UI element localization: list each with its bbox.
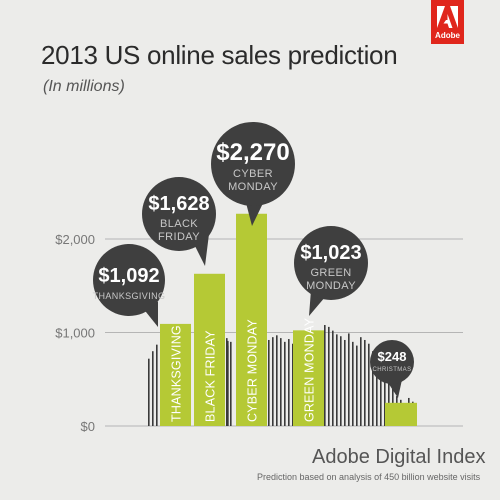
background-bar [348, 333, 350, 426]
background-bar [376, 358, 378, 426]
background-bar [284, 341, 286, 426]
bar-category-label: THANKSGIVING [170, 325, 184, 422]
highlight-bar [194, 273, 225, 426]
bubble-category-label: FRIDAY [158, 231, 200, 243]
background-bar [268, 339, 270, 426]
adobe-logo: Adobe [431, 0, 464, 44]
bubble-category-label: GREEN [310, 267, 351, 279]
chart-subtitle: (In millions) [43, 78, 125, 95]
footer-title: Adobe Digital Index [312, 446, 486, 468]
background-bar [364, 339, 366, 426]
bubble [142, 177, 216, 251]
background-bar [276, 335, 278, 426]
background-bar [356, 345, 358, 426]
background-bar [368, 343, 370, 426]
value-label: $1,023 [300, 242, 361, 264]
y-tick-label: $2,000 [55, 232, 95, 247]
background-bar [324, 325, 326, 426]
logo-text: Adobe [435, 31, 460, 40]
y-tick-label: $1,000 [55, 326, 95, 341]
background-bar [344, 339, 346, 426]
value-label: $1,092 [98, 265, 159, 287]
background-bar [292, 343, 294, 426]
bubble-category-label: MONDAY [306, 280, 356, 292]
bubble [294, 226, 368, 300]
background-bar [332, 330, 334, 426]
bubble-category-label: THANKSGIVING [93, 291, 166, 301]
background-bar [152, 351, 154, 426]
bubble [93, 244, 165, 316]
background-bar [328, 326, 330, 426]
chart-title: 2013 US online sales prediction [41, 40, 398, 70]
background-bar [226, 338, 228, 426]
background-bar [288, 339, 290, 426]
background-bar [148, 358, 150, 426]
bubble-category-label: MONDAY [228, 181, 278, 193]
bar-category-label: BLACK FRIDAY [204, 330, 218, 422]
background-bar [336, 334, 338, 426]
highlight-bar [385, 402, 417, 426]
adobe-logo-mark [437, 6, 458, 28]
bubble-category-label: CYBER [233, 168, 273, 180]
value-label: $1,628 [148, 193, 209, 215]
background-bar [340, 336, 342, 426]
bubble [211, 122, 295, 206]
bubble-category-label: CHRISTMAS [373, 367, 412, 373]
background-bar [156, 344, 158, 426]
bubble [370, 340, 414, 384]
background-bar [372, 351, 374, 426]
background-bar [384, 365, 386, 426]
background-bar [388, 369, 390, 426]
bar-category-label: GREEN MONDAY [303, 317, 317, 422]
highlight-bar [160, 323, 191, 426]
value-label: $2,270 [216, 139, 289, 166]
background-bar [380, 360, 382, 426]
bubble-category-label: BLACK [160, 218, 198, 230]
background-bar [230, 341, 232, 426]
y-tick-label: $0 [81, 419, 95, 434]
background-bar [280, 338, 282, 426]
footer-note: Prediction based on analysis of 450 bill… [257, 472, 481, 482]
background-bar [272, 337, 274, 426]
highlight-bar [293, 330, 324, 426]
value-label: $248 [378, 349, 407, 364]
bar-category-label: CYBER MONDAY [246, 319, 260, 422]
background-bar [227, 340, 229, 426]
highlight-bar [236, 213, 267, 426]
background-bar [360, 337, 362, 426]
background-bar [352, 341, 354, 426]
